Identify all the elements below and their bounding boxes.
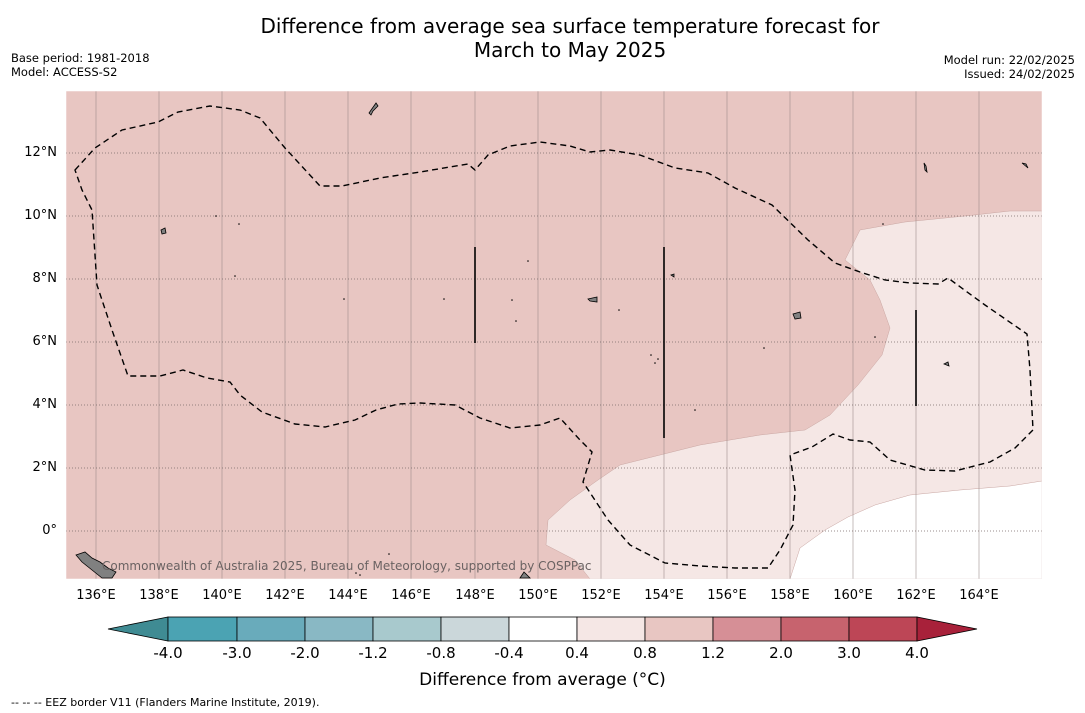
- model-run: Model run: 22/02/2025: [943, 53, 1075, 67]
- lat-label-8n: 8°N: [32, 271, 58, 286]
- colorbar-tick: -0.4: [494, 644, 524, 662]
- boundary-lines: [474, 247, 917, 438]
- eez-legend-footer: -- -- -- EEZ border V11 (Flanders Marine…: [11, 696, 320, 709]
- anomaly-region-0-4-to-0-8: [545, 210, 1042, 579]
- island-png-north: [519, 571, 531, 579]
- lat-label-12n: 12°N: [24, 145, 57, 160]
- lon-label-164e: 164°E: [959, 588, 999, 603]
- lat-label-10n: 10°N: [24, 208, 57, 223]
- colorbar-tick: -1.2: [358, 644, 388, 662]
- base-period: Base period: 1981-2018: [11, 51, 150, 65]
- colorbar-bin-3: [304, 616, 374, 642]
- colorbar-tick: 3.0: [837, 644, 861, 662]
- island-pohnpei: [792, 311, 802, 320]
- map-title: Difference from average sea surface temp…: [0, 14, 1085, 62]
- latitude-gridlines: [66, 152, 1042, 532]
- colorbar-bin-9: [712, 616, 782, 642]
- issued-date: Issued: 24/02/2025: [964, 67, 1075, 81]
- colorbar-bin-11: [848, 616, 918, 642]
- atolls: [215, 215, 884, 576]
- lon-label-150e: 150°E: [518, 588, 558, 603]
- colorbar-extend-high: [916, 616, 978, 642]
- lat-label-2n: 2°N: [32, 460, 58, 475]
- model-name: Model: ACCESS-S2: [11, 65, 118, 79]
- copyright-notice: Commonwealth of Australia 2025, Bureau o…: [102, 559, 592, 573]
- title-line-2: March to May 2025: [473, 38, 667, 62]
- colorbar-tick: 4.0: [905, 644, 929, 662]
- lon-label-140e: 140°E: [202, 588, 242, 603]
- lon-label-142e: 142°E: [265, 588, 305, 603]
- colorbar-bin-7: [576, 616, 646, 642]
- eez-border-palau-fsm: [74, 105, 1034, 569]
- metadata-right: Model run: 22/02/2025 Issued: 24/02/2025: [944, 53, 1075, 81]
- lon-label-156e: 156°E: [707, 588, 747, 603]
- lat-label-0: 0°: [42, 523, 57, 538]
- title-line-1: Difference from average sea surface temp…: [260, 14, 880, 38]
- island-yap: [160, 227, 167, 235]
- lat-label-6n: 6°N: [32, 334, 58, 349]
- island-guam: [368, 102, 379, 116]
- island-png-coast: [75, 551, 117, 579]
- lon-label-162e: 162°E: [896, 588, 936, 603]
- island-atoll-2: [1021, 162, 1029, 169]
- lon-label-138e: 138°E: [139, 588, 179, 603]
- lon-label-148e: 148°E: [455, 588, 495, 603]
- colorbar-bin-10: [780, 616, 850, 642]
- colorbar-tick: 1.2: [701, 644, 725, 662]
- lon-label-154e: 154°E: [644, 588, 684, 603]
- colorbar-label: Difference from average (°C): [419, 670, 666, 690]
- lon-label-146e: 146°E: [391, 588, 431, 603]
- colorbar-tick: -3.0: [222, 644, 252, 662]
- lon-label-144e: 144°E: [328, 588, 368, 603]
- colorbar-bin-2: [236, 616, 306, 642]
- colorbar-extend-low: [107, 616, 169, 642]
- colorbar-tick: -0.8: [426, 644, 456, 662]
- island-chuuk: [587, 296, 598, 303]
- metadata-left: Base period: 1981-2018 Model: ACCESS-S2: [11, 51, 150, 79]
- colorbar-bin-5: [440, 616, 510, 642]
- island-atoll-3: [923, 162, 928, 174]
- colorbar-tick: 2.0: [769, 644, 793, 662]
- colorbar-bin-1: [167, 616, 238, 642]
- eez-borders: [74, 105, 1034, 569]
- colorbar-tick: -4.0: [153, 644, 183, 662]
- colorbar-tick: 0.8: [633, 644, 657, 662]
- lon-label-158e: 158°E: [770, 588, 810, 603]
- island-atoll-1: [670, 273, 675, 278]
- colorbar-bin-6: [508, 616, 578, 642]
- colorbar-bin-8: [644, 616, 714, 642]
- colorbar-tick: 0.4: [565, 644, 589, 662]
- colorbar-bin-4: [372, 616, 442, 642]
- colorbar-tick: -2.0: [290, 644, 320, 662]
- island-kosrae: [943, 361, 950, 367]
- colorbar: [107, 616, 978, 642]
- lat-label-4n: 4°N: [32, 397, 58, 412]
- lon-label-136e: 136°E: [76, 588, 116, 603]
- lon-label-152e: 152°E: [581, 588, 621, 603]
- map-frame: [65, 90, 1043, 580]
- islands: [75, 102, 1029, 579]
- lon-label-160e: 160°E: [833, 588, 873, 603]
